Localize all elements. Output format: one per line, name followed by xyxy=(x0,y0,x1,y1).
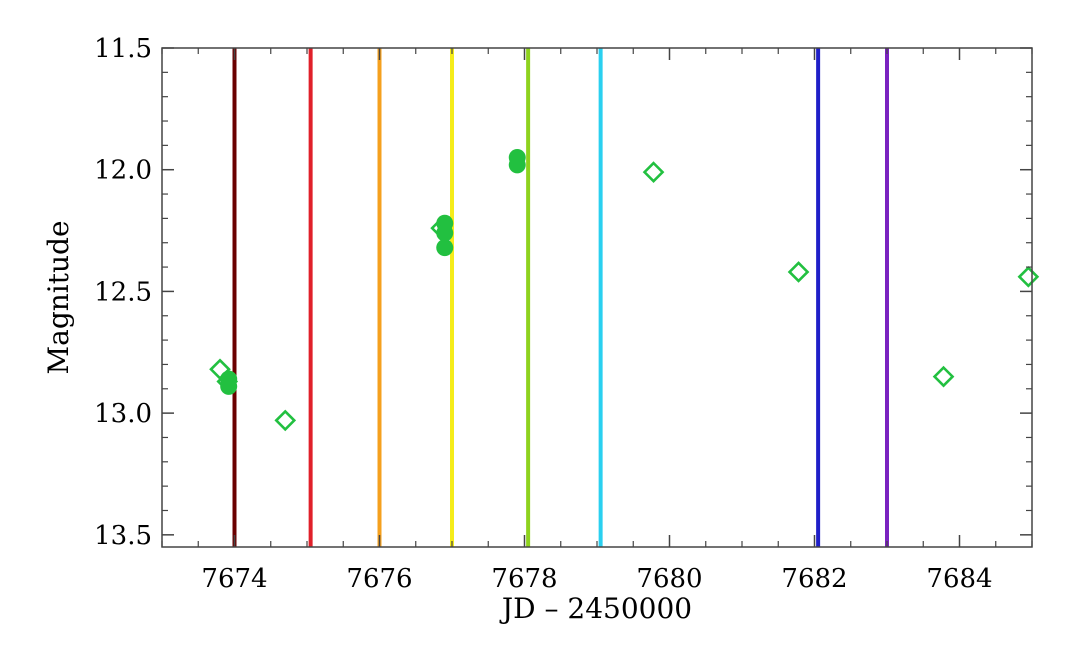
plot-frame xyxy=(161,47,1033,548)
open-diamond-point xyxy=(932,365,955,388)
x-tick-label: 7684 xyxy=(926,564,992,594)
y-tick-label: 12.5 xyxy=(94,277,152,307)
filled-circle-point xyxy=(220,377,238,395)
open-diamond-point xyxy=(1017,265,1040,288)
data-points-layer xyxy=(209,149,1040,432)
open-diamond-point xyxy=(642,161,665,183)
x-tick-label: 7682 xyxy=(781,564,847,594)
x-tick-label: 7674 xyxy=(201,564,267,594)
vertical-lines-layer xyxy=(232,48,889,547)
x-tick-label: 7678 xyxy=(491,564,557,594)
y-tick-label: 11.5 xyxy=(94,34,152,64)
y-tick-label: 13.5 xyxy=(94,521,152,551)
x-axis-label: JD – 2450000 xyxy=(499,592,692,625)
x-tick-label: 7680 xyxy=(636,564,702,594)
y-axis-label: Magnitude xyxy=(42,220,75,374)
x-tick-label: 7676 xyxy=(346,564,412,594)
y-tick-label: 13.0 xyxy=(94,399,152,429)
ticks-layer xyxy=(161,47,1033,547)
filled-circle-point xyxy=(436,239,454,257)
tick-labels-layer: 7674 7676 7678 7680 7682 7684 11.5 12.0 12.5 13.0… xyxy=(94,34,992,594)
open-diamond-point xyxy=(787,261,810,283)
filled-circle-point xyxy=(436,224,454,242)
open-diamond-point xyxy=(274,409,297,432)
filled-circle-point xyxy=(508,156,526,174)
y-tick-label: 12.0 xyxy=(94,156,152,186)
